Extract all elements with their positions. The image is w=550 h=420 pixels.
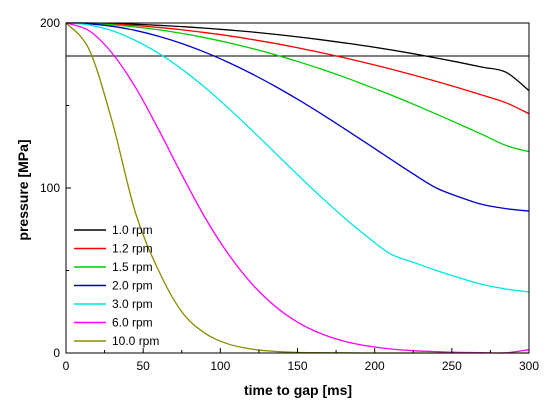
x-tick-label: 200 xyxy=(365,359,385,373)
x-tick-label: 300 xyxy=(519,359,539,373)
legend-label: 3.0 rpm xyxy=(112,297,153,311)
y-axis-ticks: 0 100 200 xyxy=(40,16,71,360)
x-tick-label: 100 xyxy=(210,359,230,373)
legend: 1.0 rpm 1.2 rpm 1.5 rpm 2.0 rpm 3.0 rpm 6.0 r… xyxy=(74,223,159,348)
x-tick-label: 150 xyxy=(287,359,307,373)
y-axis-title: pressure [MPa] xyxy=(15,139,31,240)
x-tick-label: 250 xyxy=(442,359,462,373)
series-line-1-2-rpm xyxy=(65,22,530,115)
y-tick-label: 0 xyxy=(53,346,60,360)
legend-label: 1.2 rpm xyxy=(112,242,153,256)
legend-label: 2.0 rpm xyxy=(112,279,153,293)
series-line-6-0-rpm xyxy=(65,22,530,354)
series-line-2-0-rpm xyxy=(65,22,530,212)
legend-label: 1.0 rpm xyxy=(112,223,153,237)
series-line-1-5-rpm xyxy=(65,22,530,153)
legend-label: 1.5 rpm xyxy=(112,260,153,274)
legend-label: 10.0 rpm xyxy=(112,334,159,348)
x-axis-title: time to gap [ms] xyxy=(244,382,352,398)
x-axis-ticks: 0 50 100 150 200 250 300 xyxy=(63,348,539,373)
x-tick-label: 0 xyxy=(63,359,70,373)
legend-label: 6.0 rpm xyxy=(112,316,153,330)
plot-lines xyxy=(65,22,530,354)
series-line-3-0-rpm xyxy=(65,22,530,293)
x-tick-label: 50 xyxy=(136,359,150,373)
y-tick-label: 200 xyxy=(40,16,60,30)
series-line-1-0-rpm xyxy=(65,22,530,92)
y-tick-label: 100 xyxy=(40,181,60,195)
